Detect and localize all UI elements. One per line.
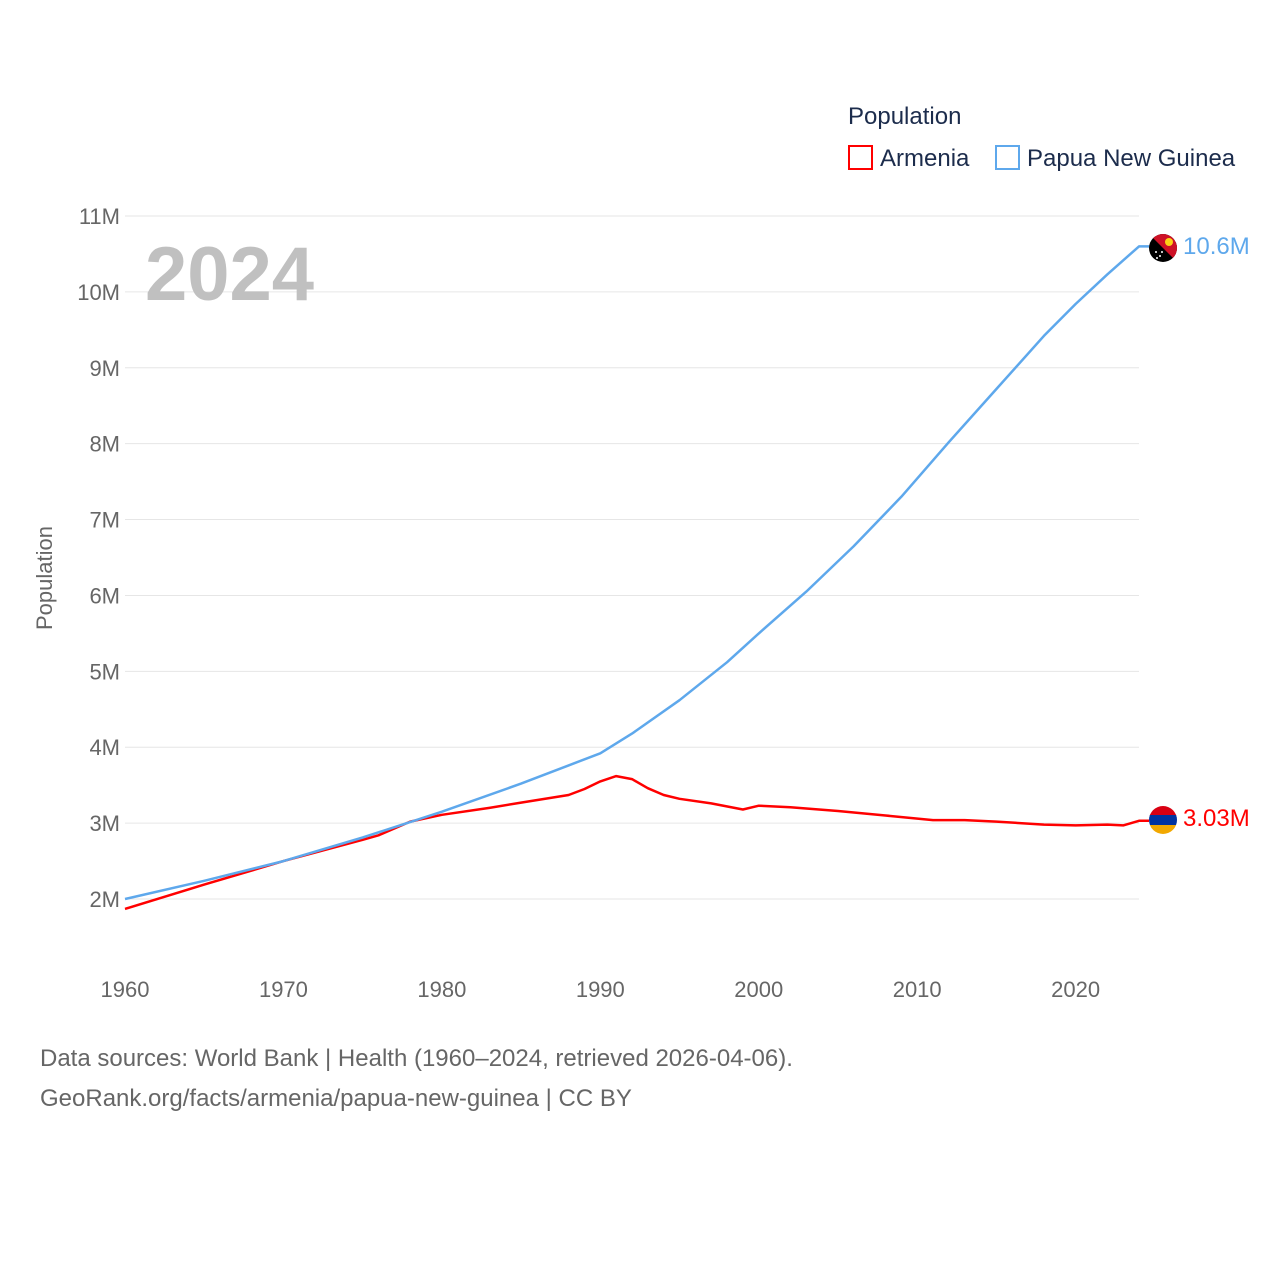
legend-label-papua-new-guinea: Papua New Guinea bbox=[1027, 145, 1236, 172]
year-watermark: 2024 bbox=[145, 232, 314, 317]
papua-new-guinea-flag-icon bbox=[1149, 234, 1177, 262]
legend-label-armenia: Armenia bbox=[880, 145, 970, 172]
y-tick-label: 10M bbox=[77, 280, 120, 305]
y-tick-label: 11M bbox=[79, 204, 120, 229]
y-tick-label: 8M bbox=[89, 432, 120, 457]
y-tick-label: 5M bbox=[89, 659, 120, 684]
x-tick-label: 2000 bbox=[734, 977, 783, 1002]
y-tick-label: 7M bbox=[89, 508, 120, 533]
series-line-armenia bbox=[124, 774, 1149, 911]
attribution-link[interactable]: GeoRank.org/facts/armenia/papua-new-guin… bbox=[40, 1085, 632, 1112]
legend-swatch-papua-new-guinea bbox=[995, 145, 1020, 170]
x-tick-label: 1990 bbox=[576, 977, 625, 1002]
y-tick-label: 4M bbox=[89, 735, 120, 760]
end-label-papua-new-guinea: 10.6M bbox=[1183, 233, 1250, 260]
x-tick-label: 2010 bbox=[893, 977, 942, 1002]
legend-item-armenia[interactable]: Armenia bbox=[848, 145, 970, 172]
y-tick-label: 2M bbox=[89, 887, 120, 912]
armenia-flag-icon bbox=[1149, 806, 1177, 834]
x-tick-label: 2020 bbox=[1051, 977, 1100, 1002]
data-source-text: Data sources: World Bank | Health (1960–… bbox=[40, 1045, 793, 1072]
x-tick-label: 1970 bbox=[259, 977, 308, 1002]
legend-item-papua-new-guinea[interactable]: Papua New Guinea bbox=[995, 145, 1236, 172]
legend-title: Population bbox=[848, 103, 961, 130]
y-axis-label: Population bbox=[32, 526, 57, 630]
legend-swatch-armenia bbox=[848, 145, 873, 170]
y-tick-label: 6M bbox=[89, 583, 120, 608]
series-line-papua-new-guinea bbox=[124, 245, 1149, 901]
x-tick-label: 1960 bbox=[101, 977, 150, 1002]
x-tick-label: 1980 bbox=[417, 977, 466, 1002]
y-tick-label: 3M bbox=[89, 811, 120, 836]
y-tick-label: 9M bbox=[89, 356, 120, 381]
end-label-armenia: 3.03M bbox=[1183, 805, 1250, 832]
